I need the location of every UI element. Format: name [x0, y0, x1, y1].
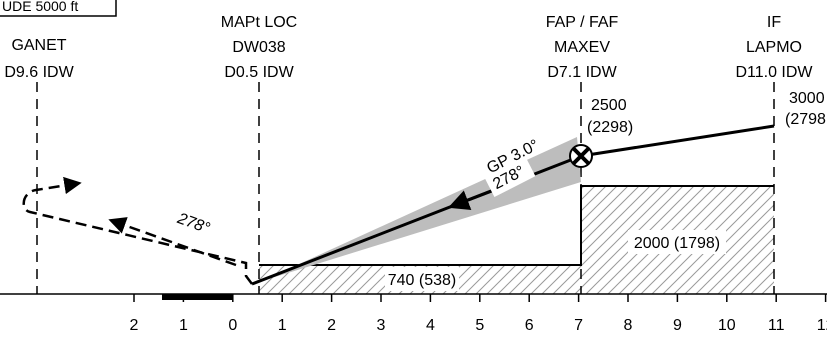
- segment-label-bg: [385, 267, 459, 291]
- fix-name: IF: [767, 14, 781, 31]
- fix-name: FAP / FAF: [546, 14, 619, 31]
- axis-tick-label: 2: [130, 317, 139, 334]
- axis-tick-label: 0: [228, 317, 237, 334]
- missed-approach-path: [22, 176, 253, 285]
- altitude-box-text: UDE 5000 ft: [2, 0, 78, 14]
- fix-label-ganet: GANET D9.6 IDW: [4, 37, 74, 81]
- missed-approach-track: 278°: [174, 210, 212, 238]
- axis-tick-label: 12: [817, 317, 827, 334]
- svg-text:(2298): (2298): [587, 119, 633, 136]
- fix-label-if: IF LAPMO D11.0 IDW: [735, 14, 813, 81]
- fix-distance: D11.0 IDW: [735, 64, 813, 81]
- axis-tick-label: 5: [475, 317, 484, 334]
- altitude-box: [0, 0, 117, 17]
- axis-tick-label: 7: [574, 317, 583, 334]
- svg-text:3000: 3000: [789, 90, 825, 107]
- fix-label-fap: FAP / FAF MAXEV D7.1 IDW: [546, 14, 619, 81]
- intermediate-segment: [580, 124, 775, 158]
- svg-text:2500: 2500: [591, 97, 627, 114]
- fix-ident: DW038: [232, 39, 285, 56]
- faf-cross-icon: [569, 144, 593, 168]
- altitude-fap: 2500 (2298): [587, 97, 633, 136]
- runway-bar: [162, 294, 233, 300]
- segment-label-low: 740 (538): [388, 272, 457, 289]
- axis-tick-labels: 210123456789101112: [130, 317, 827, 334]
- fix-name: MAPt LOC: [221, 14, 297, 31]
- fix-label-mapt: MAPt LOC DW038 D0.5 IDW: [221, 14, 297, 81]
- fix-ident: MAXEV: [554, 39, 610, 56]
- svg-text:(2798: (2798: [785, 111, 826, 128]
- axis-tick-label: 9: [673, 317, 682, 334]
- axis-ticks: [133, 294, 827, 302]
- altitude-if: 3000 (2798: [785, 90, 826, 128]
- axis-tick-label: 4: [426, 317, 435, 334]
- fix-distance: D7.1 IDW: [547, 64, 617, 81]
- axis-tick-label: 6: [525, 317, 534, 334]
- axis-tick-label: 1: [278, 317, 287, 334]
- glidepath-wedge: [262, 137, 581, 281]
- fix-distance: D0.5 IDW: [224, 64, 294, 81]
- segment-label-high: 2000 (1798): [634, 235, 720, 252]
- axis-tick-label: 11: [768, 317, 785, 334]
- gp-track-bg: [482, 152, 536, 198]
- fix-name: GANET: [11, 37, 66, 54]
- axis-tick-label: 2: [327, 317, 336, 334]
- fix-ident: LAPMO: [746, 39, 802, 56]
- fix-distance: D9.6 IDW: [4, 64, 74, 81]
- axis-tick-label: 10: [718, 317, 736, 334]
- missed-approach-arrow: [108, 217, 237, 267]
- segment-label-bg: [628, 230, 726, 254]
- axis-tick-label: 1: [179, 317, 188, 334]
- axis-tick-label: 8: [624, 317, 633, 334]
- axis-tick-label: 3: [377, 317, 386, 334]
